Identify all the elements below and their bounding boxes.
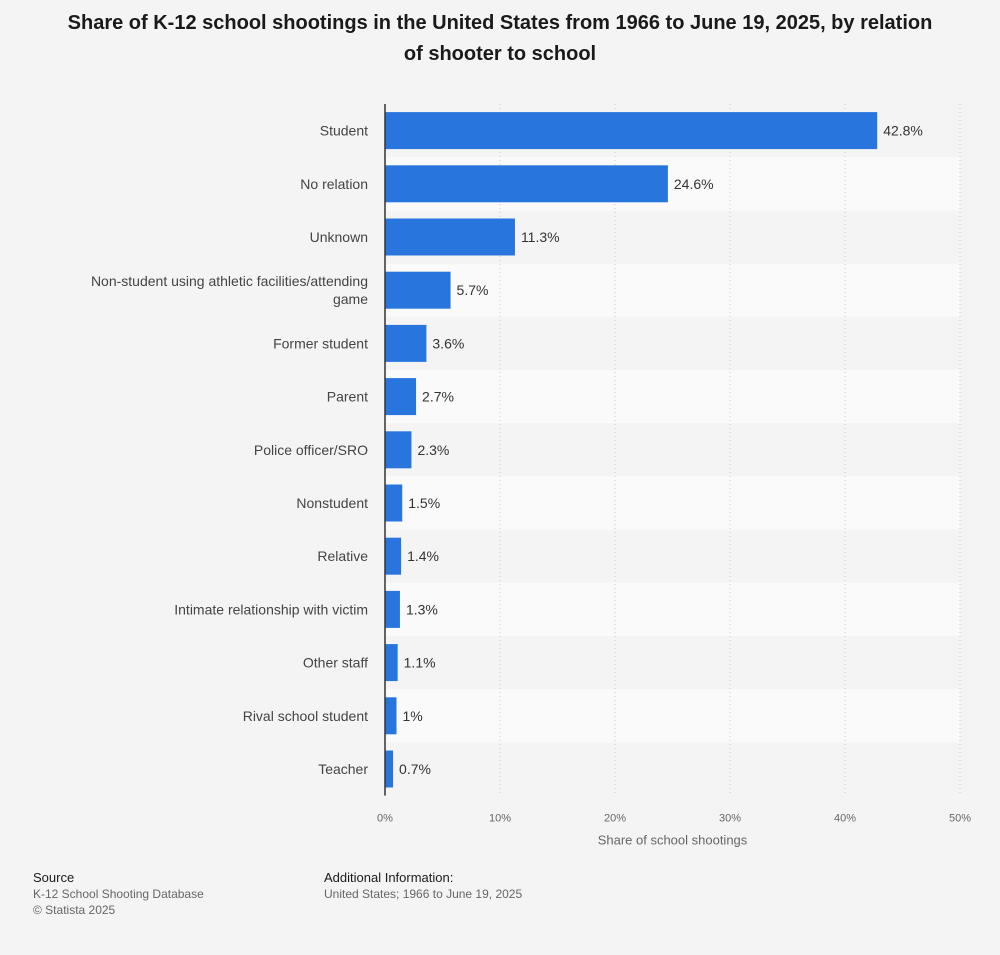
- bar: [385, 431, 412, 469]
- row-band: [385, 423, 960, 477]
- row-band: [385, 582, 960, 636]
- bar: [385, 644, 398, 682]
- bar: [385, 537, 402, 575]
- source-line[interactable]: K-12 School Shooting Database: [33, 887, 204, 901]
- row-band: [385, 689, 960, 743]
- value-label: 42.8%: [883, 123, 923, 139]
- category-label-line: Rival school student: [243, 708, 368, 724]
- value-label: 3.6%: [432, 335, 464, 351]
- category-label: Non-student using athletic facilities/at…: [91, 273, 368, 307]
- source-block: Source K-12 School Shooting Database © S…: [33, 870, 204, 918]
- value-label: 1.1%: [404, 655, 436, 671]
- category-label: Former student: [273, 335, 368, 351]
- category-label-line: Relative: [317, 548, 368, 564]
- category-label: Intimate relationship with victim: [174, 601, 368, 617]
- category-label-line: Parent: [327, 389, 368, 405]
- category-label-line: Police officer/SRO: [254, 442, 368, 458]
- x-tick-label: 20%: [604, 813, 626, 825]
- additional-info-line: United States; 1966 to June 19, 2025: [324, 887, 523, 901]
- category-label-line: Former student: [273, 335, 368, 351]
- bar: [385, 218, 515, 256]
- category-label: Other staff: [303, 655, 368, 671]
- copyright: © Statista 2025: [33, 903, 116, 917]
- category-label-line: Student: [320, 123, 368, 139]
- row-band: [385, 263, 960, 317]
- category-label: Police officer/SRO: [254, 442, 368, 458]
- bar: [385, 750, 394, 788]
- x-tick-label: 40%: [834, 813, 856, 825]
- x-axis-title: Share of school shootings: [598, 833, 748, 848]
- source-heading: Source: [33, 870, 75, 885]
- additional-info-heading: Additional Information:: [324, 870, 454, 885]
- value-label: 0.7%: [399, 761, 431, 777]
- row-bands: [385, 104, 960, 796]
- x-tick-label: 30%: [719, 813, 741, 825]
- bar: [385, 324, 427, 362]
- bar: [385, 271, 451, 309]
- category-label: Relative: [317, 548, 368, 564]
- chart-title: Share of K-12 school shootings in the Un…: [67, 12, 933, 65]
- value-label: 1.5%: [408, 495, 440, 511]
- bar: [385, 697, 397, 735]
- category-label-line: Unknown: [310, 229, 368, 245]
- bars: [385, 112, 878, 788]
- category-label: Rival school student: [243, 708, 368, 724]
- category-label-line: Intimate relationship with victim: [174, 601, 368, 617]
- value-label: 1%: [403, 708, 423, 724]
- bar: [385, 484, 403, 522]
- category-label-line: No relation: [300, 176, 368, 192]
- row-band: [385, 476, 960, 530]
- value-label: 2.3%: [417, 442, 449, 458]
- category-label: No relation: [300, 176, 368, 192]
- row-band: [385, 370, 960, 424]
- value-label: 11.3%: [521, 229, 560, 245]
- x-tick-label: 10%: [489, 813, 511, 825]
- category-label: Unknown: [310, 229, 368, 245]
- category-label: Parent: [327, 389, 368, 405]
- additional-info-block: Additional Information: United States; 1…: [324, 870, 522, 902]
- value-label: 1.3%: [406, 601, 438, 617]
- category-labels: Student No relation Unknown Non-student usi…: [91, 123, 368, 777]
- value-label: 5.7%: [457, 282, 489, 298]
- x-tick-label: 50%: [949, 813, 971, 825]
- value-label: 2.7%: [422, 389, 454, 405]
- row-band: [385, 636, 960, 690]
- category-label-line: Nonstudent: [296, 495, 368, 511]
- gridlines: [499, 104, 961, 796]
- row-band: [385, 529, 960, 583]
- category-label-line: game: [333, 291, 368, 307]
- value-label: 1.4%: [407, 548, 439, 564]
- category-label-line: Other staff: [303, 655, 368, 671]
- category-label: Student: [320, 123, 368, 139]
- category-label-line: Non-student using athletic facilities/at…: [91, 273, 368, 289]
- category-label-line: Teacher: [318, 761, 368, 777]
- bar: [385, 378, 417, 416]
- row-band: [385, 316, 960, 370]
- bar: [385, 165, 668, 203]
- x-axis-ticks: 0% 10% 20% 30% 40% 50%: [377, 813, 971, 825]
- value-labels: 42.8% 24.6% 11.3% 5.7% 3.6% 2.7% 2.3% 1.5% 1.4% 1…: [399, 123, 923, 777]
- bar: [385, 112, 878, 150]
- x-tick-label: 0%: [377, 813, 393, 825]
- bar: [385, 590, 400, 628]
- value-label: 24.6%: [674, 176, 714, 192]
- category-label: Nonstudent: [296, 495, 368, 511]
- category-label: Teacher: [318, 761, 368, 777]
- row-band: [385, 742, 960, 796]
